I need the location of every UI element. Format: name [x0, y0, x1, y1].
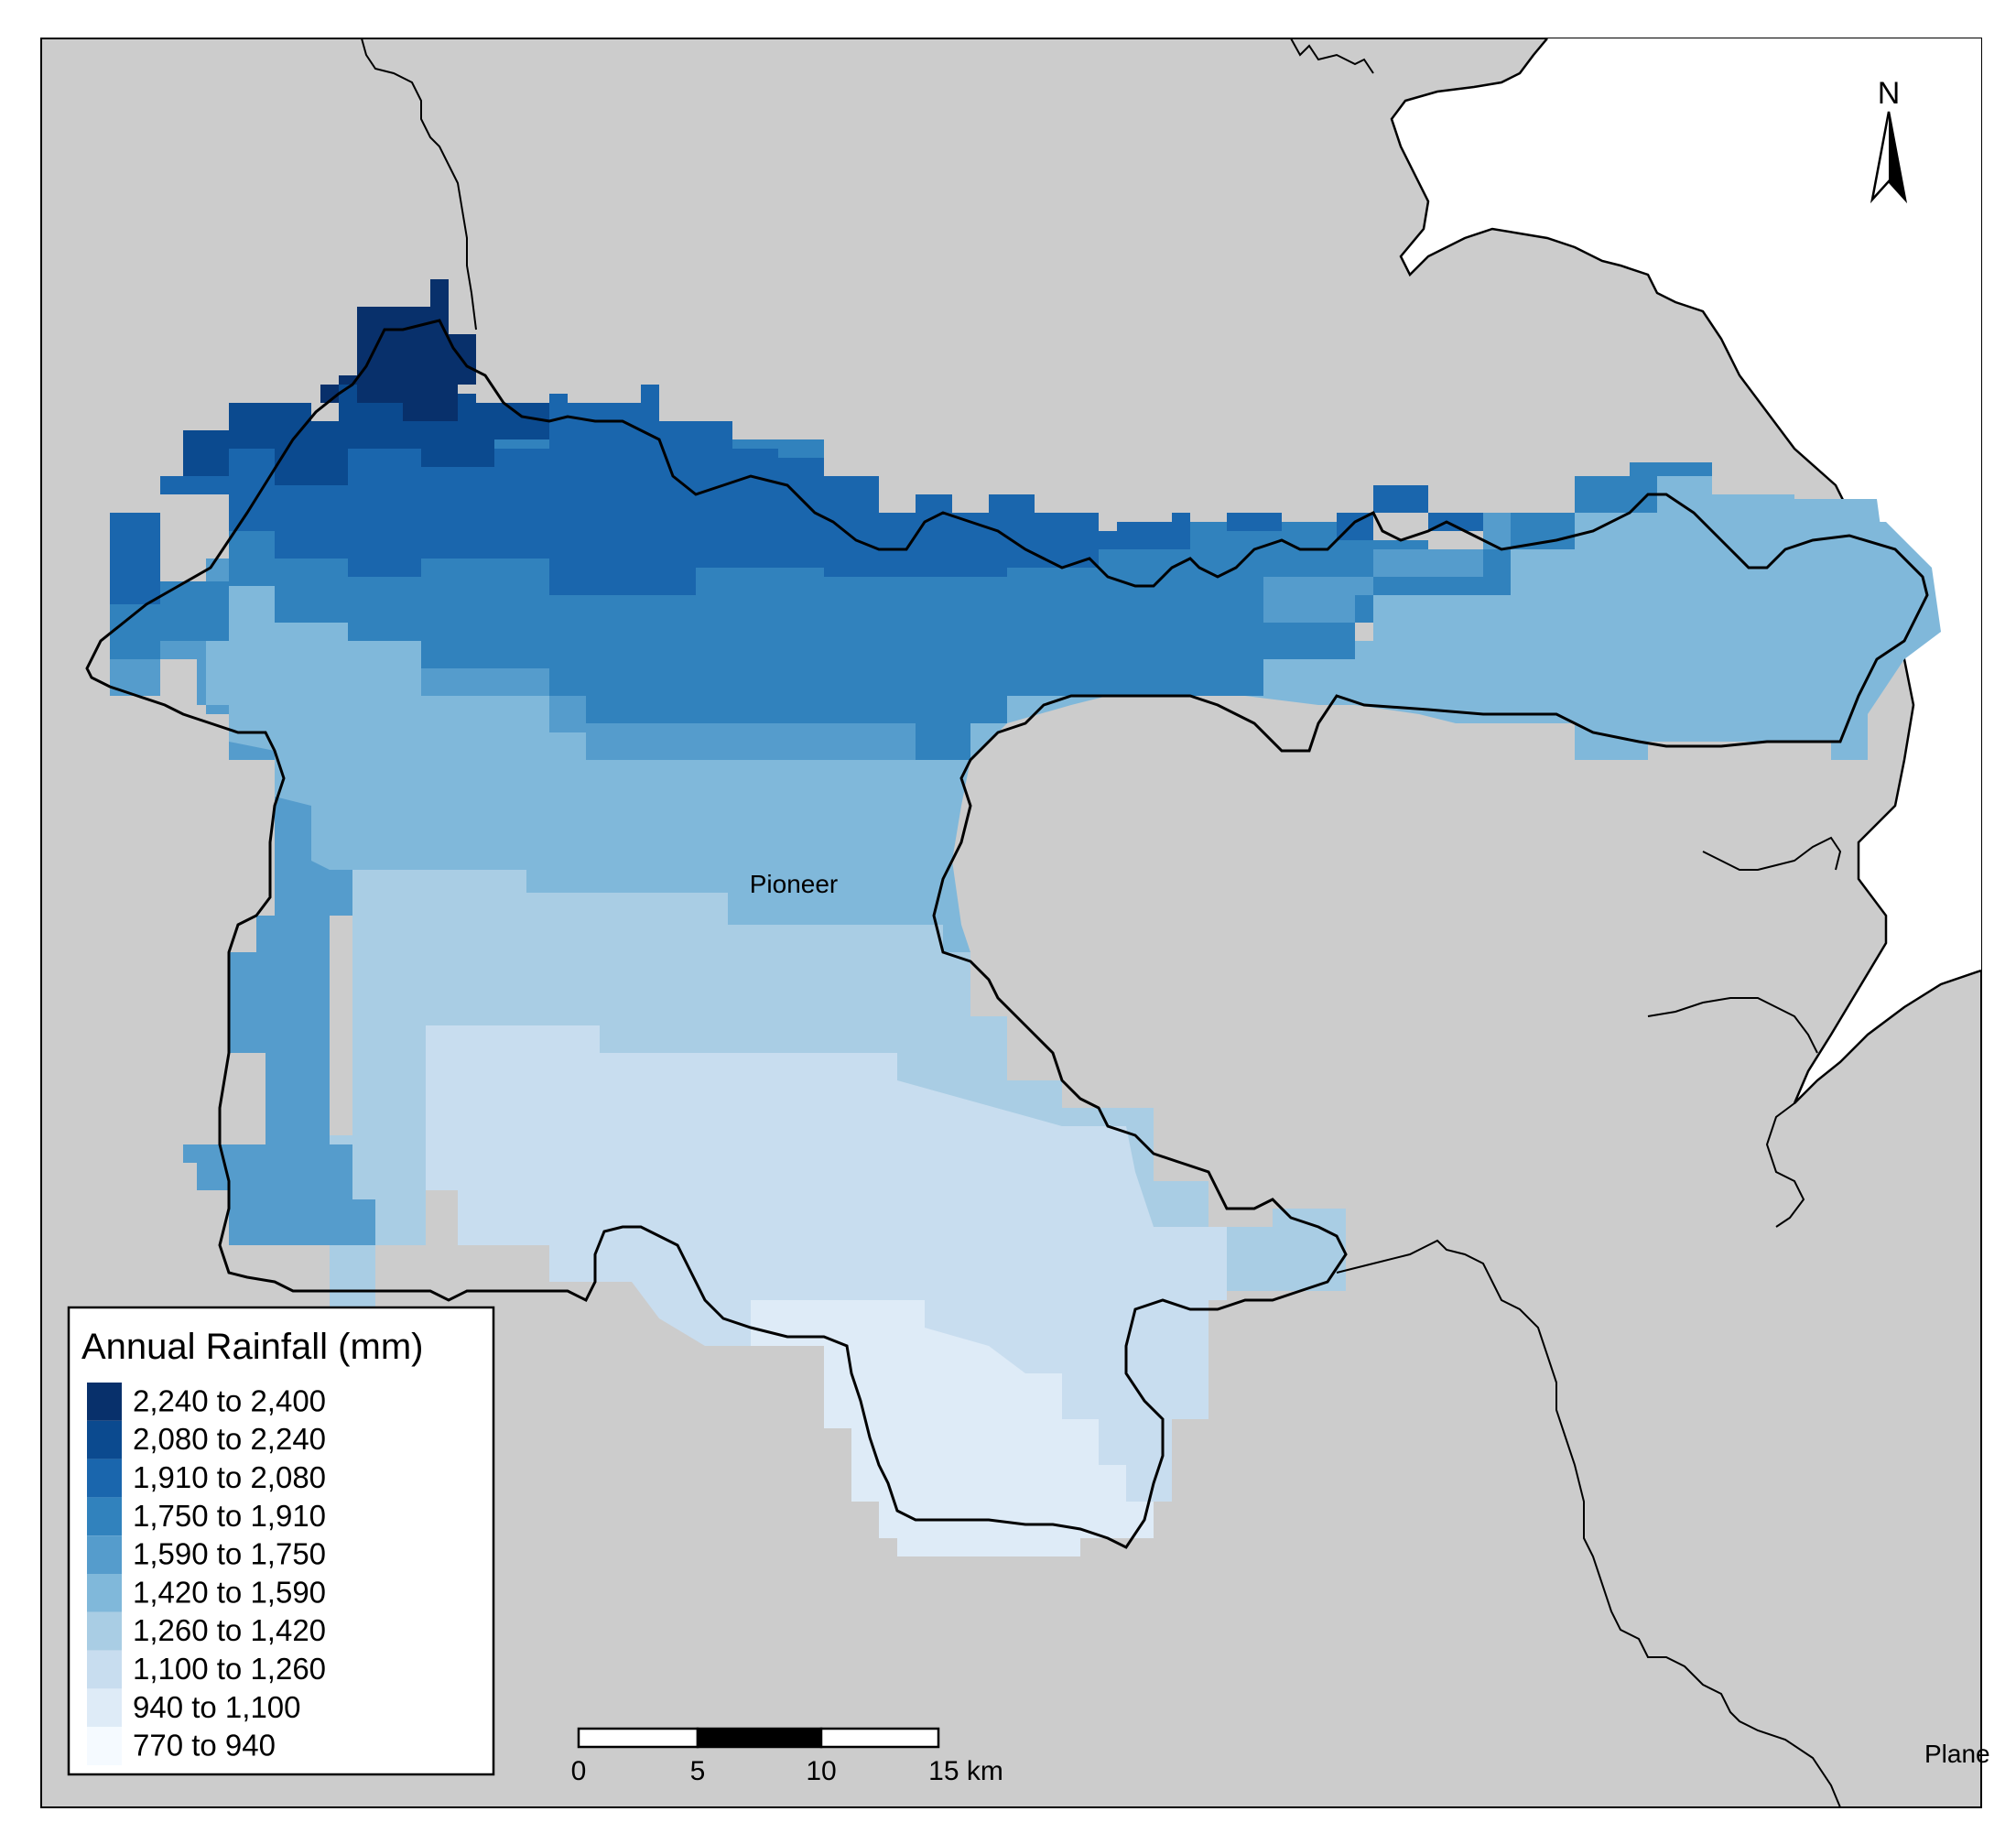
legend-box: [67, 1306, 495, 1776]
scale-bar: 0 5 10 15 km: [571, 1727, 1003, 1786]
legend-swatch: [87, 1727, 122, 1765]
legend-swatch: [87, 1650, 122, 1689]
scale-bar-segment-2: [696, 1727, 823, 1749]
north-arrow-label: N: [1878, 76, 1901, 111]
legend-label: 940 to 1,100: [133, 1690, 301, 1724]
catchment-boundary: [85, 319, 1929, 1549]
legend-label: 1,590 to 1,750: [133, 1537, 326, 1571]
legend-items: 2,240 to 2,400 2,080 to 2,240 1,910 to 2,0…: [87, 1383, 326, 1765]
river-estuary-1: [1702, 836, 1842, 871]
legend-swatch: [87, 1688, 122, 1728]
raster-zone-2240-2400: [320, 279, 476, 421]
legend-label: 1,750 to 1,910: [133, 1499, 326, 1533]
legend-label: 770 to 940: [133, 1729, 276, 1762]
north-arrow: N: [1870, 76, 1908, 204]
legend-swatch: [87, 1459, 122, 1498]
raster-zone-1260-1420: [330, 870, 1346, 1309]
scale-tick-15: 15 km: [928, 1756, 1003, 1786]
river-estuary-2: [1647, 997, 1818, 1054]
rainfall-raster: [110, 279, 1941, 1556]
scale-tick-5: 5: [690, 1756, 706, 1786]
legend-swatch: [87, 1574, 122, 1612]
neighbor-boundary-south: [1336, 1239, 1841, 1808]
legend-swatch: [87, 1611, 122, 1651]
scale-bar-segment-3: [819, 1727, 940, 1749]
legend-label: 2,240 to 2,400: [133, 1383, 326, 1417]
scale-tick-0: 0: [571, 1756, 587, 1786]
legend-title: Annual Rainfall (mm): [81, 1327, 423, 1367]
legend-label: 1,910 to 2,080: [133, 1460, 326, 1494]
neighbor-boundary-ne: [1290, 38, 1374, 74]
legend-label: 1,420 to 1,590: [133, 1575, 326, 1609]
sea-area: [1392, 38, 1981, 1103]
scale-bar-segment-1: [577, 1727, 699, 1749]
place-label-pioneer: Pioneer: [750, 870, 839, 898]
raster-zone-1420-1590: [206, 485, 1941, 1053]
legend-swatch: [87, 1497, 122, 1536]
legend-swatch: [87, 1383, 122, 1421]
legend: Annual Rainfall (mm) 2,240 to 2,400 2,080…: [67, 1306, 495, 1776]
legend-label: 2,080 to 2,240: [133, 1422, 326, 1456]
place-label-plane: Plane: [1924, 1740, 1990, 1768]
scale-tick-10: 10: [806, 1756, 836, 1786]
legend-swatch: [87, 1535, 122, 1574]
raster-zone-1100-1260: [426, 1025, 1227, 1502]
legend-swatch: [87, 1420, 122, 1459]
legend-label: 1,100 to 1,260: [133, 1652, 326, 1686]
neighbor-boundary-north: [361, 38, 477, 331]
neighbor-boundary-east: [1765, 1102, 1805, 1228]
coastline: [1390, 38, 1982, 1104]
raster-zone-east-upper: [1657, 476, 1941, 714]
raster-zone-1590-1750: [110, 513, 1575, 1245]
legend-label: 1,260 to 1,420: [133, 1613, 326, 1647]
